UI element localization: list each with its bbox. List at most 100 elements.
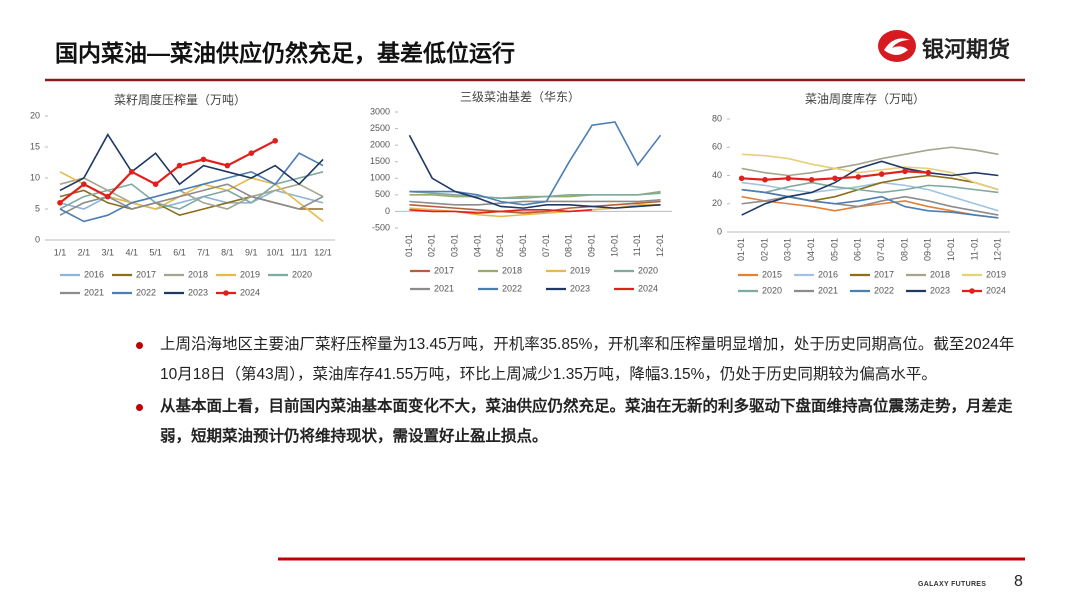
x-tick-label: 09-01 bbox=[586, 234, 596, 257]
series-line bbox=[59, 183, 324, 216]
series-line bbox=[741, 146, 999, 177]
legend-label: 2023 bbox=[930, 285, 950, 295]
y-tick-label: 1500 bbox=[370, 156, 390, 166]
series-line bbox=[59, 171, 324, 210]
series-marker bbox=[878, 171, 885, 177]
x-tick-label: 08-01 bbox=[564, 234, 574, 257]
bullet: 从基本面上看，目前国内菜油基本面变化不大，菜油供应仍然充足。菜油在无新的利多驱动… bbox=[132, 392, 1027, 452]
legend-label: 2016 bbox=[84, 269, 104, 279]
legend-label: 2022 bbox=[502, 283, 522, 293]
y-tick-label: 0 bbox=[385, 206, 390, 216]
x-tick-label: 04-01 bbox=[472, 234, 482, 257]
series-line bbox=[741, 195, 999, 219]
chart-title: 菜籽周度压榨量（万吨） bbox=[114, 92, 246, 107]
x-tick-label: 6/1 bbox=[173, 247, 186, 257]
x-tick-label: 03-01 bbox=[449, 234, 459, 257]
legend-label: 2018 bbox=[930, 269, 950, 279]
x-tick-label: 12/1 bbox=[314, 247, 332, 257]
series-line bbox=[741, 188, 999, 219]
legend-label: 2024 bbox=[638, 283, 658, 293]
x-tick-label: 02-01 bbox=[427, 234, 437, 257]
y-tick-label: 40 bbox=[712, 170, 722, 180]
y-tick-label: -500 bbox=[372, 222, 390, 232]
x-tick-label: 10/1 bbox=[266, 247, 284, 257]
series-marker bbox=[855, 174, 862, 180]
series-marker bbox=[152, 181, 159, 187]
legend-label: 2016 bbox=[818, 269, 838, 279]
chart-title: 菜油周度库存（万吨） bbox=[805, 91, 925, 106]
x-tick-label: 04-01 bbox=[806, 238, 816, 261]
x-tick-label: 7/1 bbox=[197, 247, 210, 257]
series-line bbox=[409, 208, 593, 214]
y-tick-label: 3000 bbox=[370, 106, 390, 116]
y-tick-label: 20 bbox=[30, 110, 40, 120]
y-tick-label: 10 bbox=[30, 172, 40, 182]
x-tick-label: 8/1 bbox=[221, 247, 234, 257]
x-tick-label: 11/1 bbox=[291, 247, 308, 257]
x-tick-label: 01-01 bbox=[404, 234, 414, 257]
series-marker bbox=[104, 193, 111, 200]
x-tick-label: 9/1 bbox=[245, 247, 258, 257]
slide-title: 国内菜油—菜油供应仍然充足，基差低位运行 bbox=[55, 40, 515, 66]
y-tick-label: 2500 bbox=[370, 123, 390, 133]
x-tick-label: 10-01 bbox=[609, 234, 619, 257]
series-marker bbox=[902, 168, 908, 175]
legend-marker bbox=[969, 288, 975, 294]
x-tick-label: 07-01 bbox=[876, 238, 886, 261]
logo-text: 银河期货 bbox=[922, 37, 1011, 62]
series-marker bbox=[832, 175, 838, 182]
series-line bbox=[59, 177, 324, 210]
x-tick-label: 06-01 bbox=[518, 234, 528, 257]
series-line bbox=[59, 152, 324, 223]
y-tick-label: 20 bbox=[712, 198, 722, 208]
series-line bbox=[59, 133, 324, 192]
series-marker bbox=[925, 169, 932, 176]
footer-brand: GALAXY FUTURES bbox=[918, 581, 987, 588]
logo-icon bbox=[878, 30, 916, 62]
x-tick-label: 07-01 bbox=[541, 234, 551, 257]
legend-label: 2017 bbox=[434, 265, 454, 275]
legend-label: 2019 bbox=[240, 269, 260, 279]
legend-marker bbox=[223, 290, 229, 296]
legend-label: 2017 bbox=[136, 269, 156, 279]
x-tick-label: 12-01 bbox=[655, 234, 665, 257]
x-tick-label: 05-01 bbox=[495, 234, 505, 257]
legend-label: 2024 bbox=[240, 287, 260, 297]
legend-label: 2019 bbox=[570, 265, 590, 275]
x-tick-label: 12-01 bbox=[993, 238, 1003, 261]
page-number: 8 bbox=[1014, 573, 1023, 590]
series-marker bbox=[176, 162, 183, 169]
x-tick-label: 01-01 bbox=[736, 238, 746, 261]
series-line bbox=[409, 199, 661, 206]
y-tick-label: 1000 bbox=[370, 173, 390, 183]
series-marker bbox=[128, 169, 135, 175]
series-marker bbox=[248, 150, 255, 156]
legend-label: 2024 bbox=[986, 285, 1006, 295]
legend-label: 2020 bbox=[762, 285, 782, 295]
x-tick-label: 2/1 bbox=[78, 247, 91, 257]
legend-label: 2020 bbox=[292, 269, 312, 279]
series-marker bbox=[200, 156, 207, 163]
series-line bbox=[741, 181, 999, 194]
legend-label: 2023 bbox=[570, 283, 590, 293]
y-tick-label: 5 bbox=[35, 203, 40, 213]
x-tick-label: 4/1 bbox=[125, 247, 138, 257]
x-tick-label: 06-01 bbox=[853, 238, 863, 261]
x-tick-label: 11-01 bbox=[632, 234, 642, 256]
x-tick-label: 09-01 bbox=[923, 238, 933, 261]
y-tick-label: 60 bbox=[712, 142, 722, 152]
series-line bbox=[59, 139, 276, 204]
x-tick-label: 05-01 bbox=[829, 238, 839, 261]
series-marker bbox=[738, 175, 745, 182]
legend-label: 2018 bbox=[188, 269, 208, 279]
y-tick-label: 80 bbox=[712, 113, 722, 123]
x-tick-label: 3/1 bbox=[102, 247, 115, 257]
series-line bbox=[409, 121, 662, 206]
series-line bbox=[741, 181, 999, 212]
legend-label: 2021 bbox=[84, 287, 104, 297]
series-line bbox=[741, 160, 999, 216]
legend-label: 2022 bbox=[136, 287, 156, 297]
x-tick-label: 08-01 bbox=[899, 238, 909, 261]
